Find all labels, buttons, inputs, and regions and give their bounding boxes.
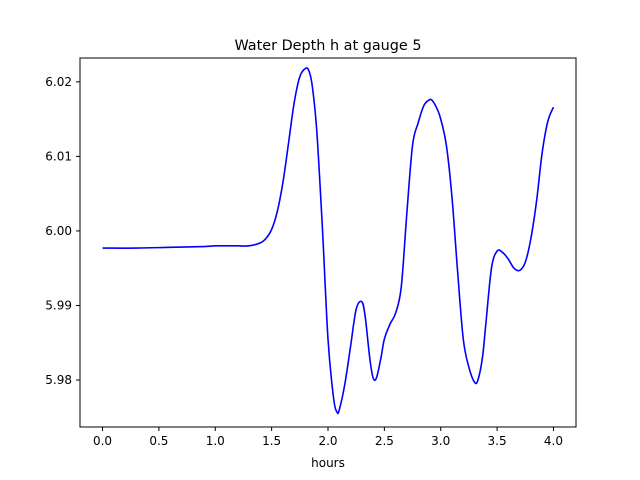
x-axis-label: hours xyxy=(311,456,345,470)
tick-layer: 0.0 0.5 1.0 1.5 2.0 2.5 3.0 3.5 4.0 5.98 5.99 6.00 6… xyxy=(45,75,563,448)
x-tick-label: 0.0 xyxy=(93,434,112,448)
series-line-0 xyxy=(102,67,555,415)
y-tick-label: 6.01 xyxy=(45,149,72,163)
chart-title: Water Depth h at gauge 5 xyxy=(234,38,421,54)
y-tick-label: 6.02 xyxy=(45,75,72,89)
x-tick-label: 0.5 xyxy=(149,434,168,448)
x-tick-label: 3.0 xyxy=(431,434,450,448)
x-tick-label: 2.0 xyxy=(318,434,337,448)
y-tick-label: 5.98 xyxy=(45,373,72,387)
x-tick-label: 3.5 xyxy=(488,434,507,448)
y-tick-label: 6.00 xyxy=(45,224,72,238)
plot-frame xyxy=(79,57,577,428)
x-tick-label: 2.5 xyxy=(375,434,394,448)
x-tick-label: 1.0 xyxy=(206,434,225,448)
plot-layer xyxy=(102,67,555,415)
x-tick-label: 4.0 xyxy=(544,434,563,448)
x-tick-label: 1.5 xyxy=(262,434,281,448)
y-tick-label: 5.99 xyxy=(45,298,72,312)
